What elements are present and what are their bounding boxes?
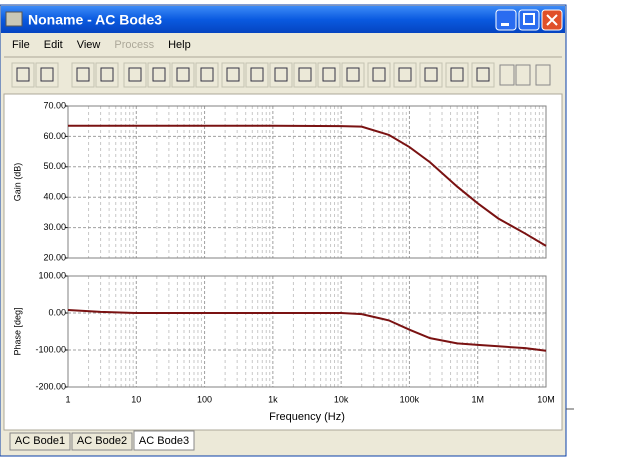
y-tick-label: 70.00: [43, 100, 66, 110]
toolbar-icon: [274, 67, 288, 82]
toolbar: [11, 62, 551, 88]
close-glyph: [546, 14, 558, 26]
menu-item[interactable]: Edit: [44, 39, 63, 51]
tab-label[interactable]: AC Bode3: [139, 435, 189, 447]
y-tick-label: 60.00: [43, 131, 66, 141]
y-axis-label: Phase [deg]: [12, 307, 22, 355]
scroll-button[interactable]: [499, 64, 515, 86]
plot-frame: [67, 105, 547, 259]
x-tick-label: 100: [197, 394, 212, 404]
toolbar-icon: [346, 67, 360, 82]
tab-label[interactable]: AC Bode2: [77, 435, 127, 447]
x-tick-label: 10k: [334, 394, 349, 404]
window-title: Noname - AC Bode3: [28, 12, 162, 28]
toolbar-button[interactable]: [11, 62, 35, 88]
tab[interactable]: [9, 432, 71, 451]
menu-item[interactable]: View: [77, 39, 101, 51]
tab-label[interactable]: AC Bode1: [15, 435, 65, 447]
minimize-glyph: [501, 23, 509, 26]
toolbar-icon: [450, 67, 464, 82]
toolbar-icon: [152, 67, 166, 82]
app-icon: [5, 11, 23, 27]
toolbar-icon: [200, 67, 214, 82]
toolbar-button[interactable]: [269, 62, 293, 88]
series-line: [67, 309, 547, 352]
menu-item[interactable]: Process: [114, 39, 154, 51]
x-axis-label: Frequency (Hz): [269, 411, 345, 423]
menu-bar: File Edit View Process Help: [12, 39, 191, 51]
toolbar-button[interactable]: [471, 62, 495, 88]
toolbar-icon: [128, 67, 142, 82]
x-tick-label: 100k: [400, 394, 420, 404]
toolbar-button[interactable]: [317, 62, 341, 88]
charts: 20.00 30.00 40.00 50.00 60.00 70.00 Gain (dB) -…: [12, 100, 554, 423]
x-tick-label: 1k: [268, 394, 278, 404]
y-tick-label: 20.00: [43, 252, 66, 262]
toolbar-icon: [424, 67, 438, 82]
tab[interactable]: [133, 430, 195, 451]
menu-item[interactable]: Help: [168, 39, 191, 51]
y-tick-label: -200.00: [35, 381, 66, 391]
x-tick-label: 10M: [537, 394, 555, 404]
toolbar-button[interactable]: [419, 62, 443, 88]
toolbar-button[interactable]: [171, 62, 195, 88]
toolbar-icon: [476, 67, 490, 82]
x-tick-label: 10: [131, 394, 141, 404]
toolbar-button[interactable]: [367, 62, 391, 88]
toolbar-icon: [16, 67, 30, 82]
toolbar-button[interactable]: [195, 62, 219, 88]
y-tick-label: -100.00: [35, 344, 66, 354]
y-tick-label: 40.00: [43, 192, 66, 202]
chart-panel: [3, 93, 563, 431]
toolbar-button[interactable]: [293, 62, 317, 88]
toolbar-icon: [250, 67, 264, 82]
y-axis-label: Gain (dB): [12, 163, 22, 202]
toolbar-icon: [226, 67, 240, 82]
toolbar-icon: [372, 67, 386, 82]
y-tick-label: 50.00: [43, 161, 66, 171]
toolbar-button[interactable]: [393, 62, 417, 88]
y-tick-label: 0.00: [48, 307, 66, 317]
x-tick-label: 1: [65, 394, 70, 404]
toolbar-icon: [76, 67, 90, 82]
title-bar: [1, 6, 565, 33]
y-tick-label: 30.00: [43, 222, 66, 232]
plot-frame: [67, 275, 547, 388]
toolbar-icon: [176, 67, 190, 82]
toolbar-button[interactable]: [95, 62, 119, 88]
maximize-glyph: [523, 13, 535, 25]
toolbar-button[interactable]: [341, 62, 365, 88]
toolbar-icon: [298, 67, 312, 82]
toolbar-button[interactable]: [71, 62, 95, 88]
toolbar-icon: [398, 67, 412, 82]
y-tick-label: 100.00: [38, 270, 66, 280]
scroll-button[interactable]: [535, 64, 551, 86]
toolbar-button[interactable]: [445, 62, 469, 88]
toolbar-icon: [100, 67, 114, 82]
tab-bar: AC Bode1 AC Bode2 AC Bode3: [9, 430, 195, 451]
toolbar-button[interactable]: [123, 62, 147, 88]
toolbar-icon: [322, 67, 336, 82]
menu-item[interactable]: File: [12, 39, 30, 51]
toolbar-button[interactable]: [147, 62, 171, 88]
series-line: [68, 124, 547, 247]
toolbar-button[interactable]: [245, 62, 269, 88]
minimize-button[interactable]: [495, 9, 517, 31]
toolbar-icon: [40, 67, 54, 82]
toolbar-button[interactable]: [35, 62, 59, 88]
toolbar-button[interactable]: [221, 62, 245, 88]
scroll-button[interactable]: [515, 64, 531, 86]
tab[interactable]: [71, 432, 133, 451]
x-tick-label: 1M: [471, 394, 484, 404]
